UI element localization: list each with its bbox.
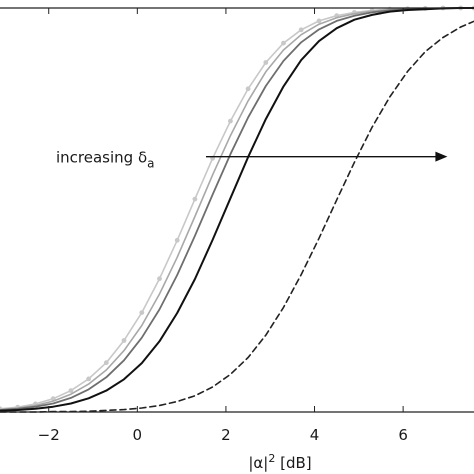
- x-tick-label: 2: [221, 426, 231, 444]
- series-1-point: [281, 40, 286, 46]
- axes: −2 0 2 4 6: [0, 7, 474, 444]
- series-1-point: [316, 18, 322, 24]
- x-axis-label-main: |α|: [248, 454, 268, 472]
- series-1-point: [228, 118, 233, 124]
- x-axis-label-sup: 2: [268, 452, 275, 465]
- series-1-point: [174, 237, 180, 243]
- series-1-point: [139, 310, 145, 315]
- x-axis-label-unit: [dB]: [275, 454, 311, 472]
- series-line-1: [0, 7, 474, 410]
- plot-area: [0, 5, 474, 413]
- series-line-4: [0, 7, 474, 412]
- series-1-point: [103, 360, 109, 366]
- series-1-point: [121, 338, 127, 343]
- annotation: increasing δa: [56, 149, 448, 171]
- series-1-point: [192, 196, 198, 202]
- series-1-point: [245, 86, 251, 92]
- series-1-point: [263, 60, 269, 65]
- annotation-arrow-head: [435, 151, 448, 162]
- x-tick-label: 4: [310, 426, 320, 444]
- series-line-3: [0, 7, 474, 411]
- annotation-text: increasing δ: [56, 149, 147, 167]
- x-tick-label: −2: [38, 426, 60, 444]
- annotation-subscript: a: [147, 157, 154, 171]
- annotation-label: increasing δa: [56, 149, 155, 171]
- series-line-5: [0, 20, 474, 413]
- series-1-point: [298, 27, 304, 33]
- x-tick-label: 0: [133, 426, 143, 444]
- series-1-point: [86, 376, 91, 382]
- x-tick-label: 6: [398, 426, 408, 444]
- series-1-point: [157, 276, 162, 282]
- x-axis-label: |α|2 [dB]: [248, 452, 311, 472]
- series-1-point: [68, 388, 74, 393]
- series-line-2: [0, 7, 474, 411]
